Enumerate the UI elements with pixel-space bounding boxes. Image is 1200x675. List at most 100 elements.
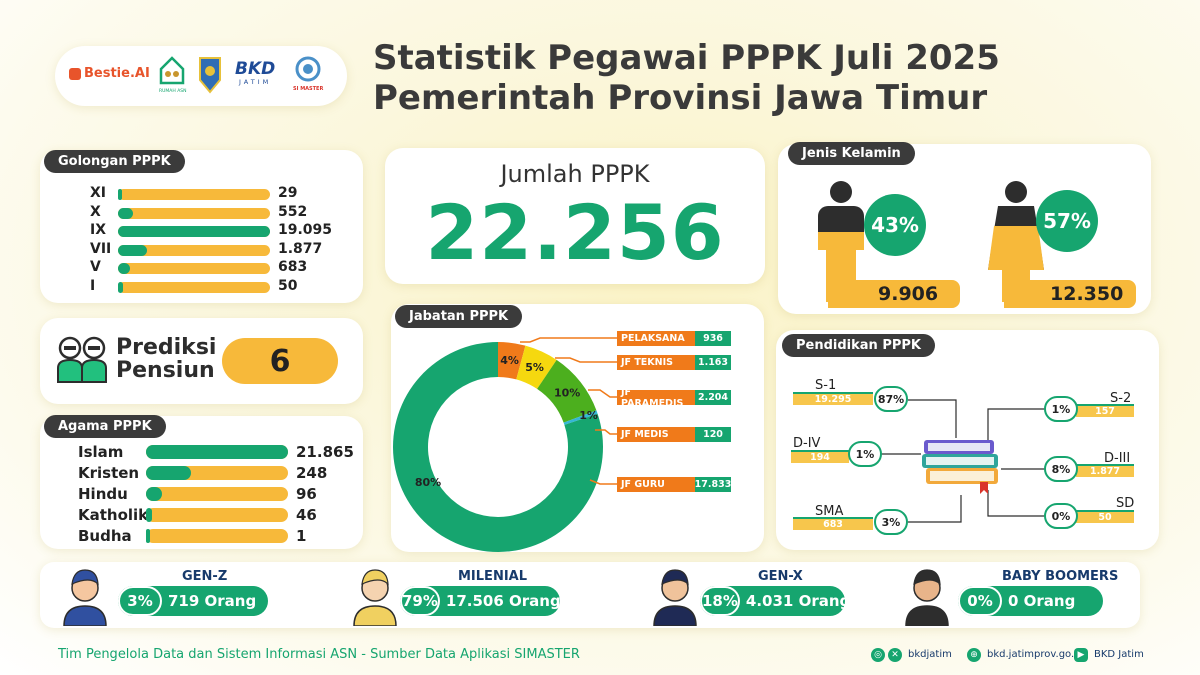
gender-tag: Jenis Kelamin [788,142,915,165]
generation-label: GEN-Z [182,569,228,584]
pensiun-value: 6 [222,338,338,384]
agama-bar-fill [146,466,192,480]
jabatan-value: 936 [695,331,731,346]
page-title: Statistik Pegawai PPPK Juli 2025 Pemerin… [373,38,1073,118]
golongan-bar [118,189,270,200]
agama-label: Hindu [78,485,128,503]
generation-percent: 0% [958,586,1002,616]
generation-label: GEN-X [758,569,803,584]
generation-label: MILENIAL [458,569,527,584]
golongan-value: 1.877 [278,240,323,257]
bkd-logo-top: BKD [235,59,276,79]
agama-value: 248 [296,464,328,482]
jabatan-value: 17.833 [694,477,732,492]
footer-text: Tim Pengelola Data dan Sistem Informasi … [58,647,580,662]
jumlah-value: 22.256 [425,188,725,277]
agama-bar [146,529,288,543]
golongan-bar [118,226,270,237]
male-pct: 43% [864,194,926,256]
social-handle[interactable]: bkdjatim [908,649,952,660]
donut-percent-label: 10% [554,387,580,400]
female-count: 12.350 [1050,283,1124,305]
jabatan-name: JF TEKNIS [617,355,695,370]
title-line-2: Pemerintah Provinsi Jawa Timur [373,78,988,118]
edu-percent: 3% [874,509,908,535]
golongan-label: IX [90,222,107,238]
edu-level-label: S-2 [1110,391,1132,406]
jabatan-label: JF GURU 17.833 [617,477,731,492]
generation-label: BABY BOOMERS [1002,569,1119,584]
generation-pill: 3% 719 Orang [118,586,268,616]
edu-percent: 8% [1044,456,1078,482]
books-icon [920,438,1004,502]
youtube-icon[interactable]: ▶ [1074,648,1088,662]
donut-percent-label: 1% [579,409,598,422]
agama-bar-fill [146,508,152,522]
millennial-avatar-icon [350,562,400,630]
donut-slice [563,410,598,425]
agama-bar-fill [146,529,150,543]
simaster-logo: SI MASTER [293,56,323,92]
jabatan-name: JF PARAMEDIS [617,387,695,409]
jabatan-label: JF MEDIS 120 [617,427,731,442]
agama-label: Katholik [78,506,149,524]
golongan-label: X [90,203,101,220]
bkd-logo-bottom: JATIM [239,78,272,86]
edu-level-label: D-III [1104,451,1131,466]
generation-count: 4.031 Orang [745,592,851,610]
golongan-value: 683 [278,259,308,275]
generation-pill: 18% 4.031 Orang [700,586,850,616]
agama-tag: Agama PPPK [44,415,166,438]
golongan-bar-fill [118,244,147,256]
jumlah-label: Jumlah PPPK [500,160,650,188]
female-pct: 57% [1036,190,1098,252]
title-line-1: Statistik Pegawai PPPK Juli 2025 [373,38,1000,78]
retirees-icon [54,332,110,388]
jabatan-name: PELAKSANA [617,331,695,346]
golongan-bar [118,281,270,293]
jabatan-name: JF GURU [617,477,695,492]
golongan-value: 29 [278,185,298,201]
website-link[interactable]: bkd.jatimprov.go.id [987,649,1084,660]
instagram-icon[interactable]: ◎ [871,648,885,662]
agama-bar [146,445,288,459]
edu-percent: 1% [1044,396,1078,422]
pendidikan-tag: Pendidikan PPPK [782,334,935,357]
golongan-label: XI [90,185,107,201]
genx-avatar-icon [650,562,700,630]
generation-percent: 79% [400,586,440,616]
youtube-link[interactable]: BKD Jatim [1094,649,1144,660]
jabatan-tag: Jabatan PPPK [395,305,523,328]
edu-level-label: D-IV [793,436,821,451]
jabatan-name: JF MEDIS [617,427,695,442]
golongan-label: I [90,277,96,294]
golongan-label: V [90,259,101,275]
agama-bar [146,487,288,501]
pensiun-label-line2: Pensiun [116,358,215,383]
rumah-asn-logo: RUMAH ASN [159,55,187,97]
edu-percent: 0% [1044,503,1078,529]
agama-bar [146,466,288,480]
globe-icon[interactable]: ⊕ [967,648,981,662]
golongan-bar [118,207,270,219]
agama-value: 21.865 [296,443,354,461]
golongan-value: 552 [278,203,308,220]
jabatan-label: JF PARAMEDIS 2.204 [617,387,731,409]
jabatan-label: JF TEKNIS 1.163 [617,355,731,370]
donut-percent-label: 80% [415,476,441,489]
golongan-bar-fill [118,263,131,274]
donut-percent-label: 5% [525,361,544,374]
x-icon[interactable]: ✕ [888,648,902,662]
pensiun-card: Prediksi Pensiun 6 [40,318,363,404]
generation-count: 719 Orang [168,592,257,610]
jabatan-donut-chart: 4% 5% 10% 1% 80% [393,342,603,552]
male-count: 9.906 [878,283,939,305]
generation-pill: 79% 17.506 Orang [400,586,561,616]
edu-count: 194 [791,450,849,463]
golongan-bar-fill [118,207,134,219]
golongan-tag: Golongan PPPK [44,150,185,173]
golongan-bar-fill [118,281,123,293]
generation-count: 0 Orang [1008,592,1076,610]
edu-count: 19.295 [793,392,873,405]
donut-slice [516,345,557,389]
